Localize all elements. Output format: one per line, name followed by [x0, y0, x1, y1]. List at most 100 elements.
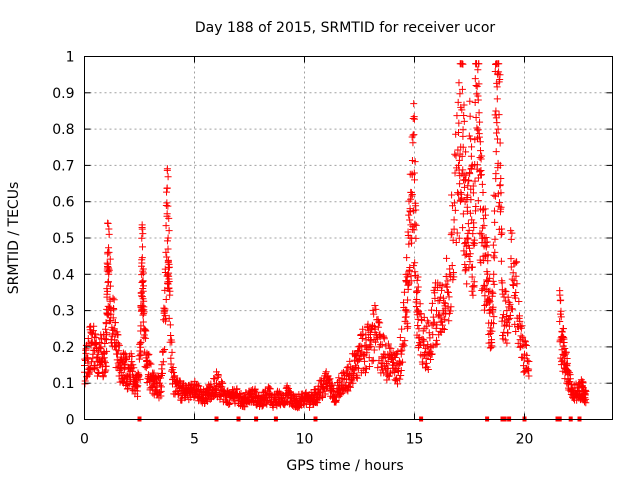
data-point: [405, 197, 413, 205]
data-point: [490, 252, 498, 260]
data-point: [109, 294, 117, 302]
data-point: [355, 364, 363, 372]
data-point: [422, 359, 430, 367]
data-point: [482, 243, 490, 251]
data-point: [468, 143, 476, 151]
data-point: [109, 314, 117, 322]
data-point: [166, 321, 174, 329]
data-point: [104, 278, 112, 286]
data-point: [405, 211, 413, 219]
data-point: [507, 263, 515, 271]
data-point: [433, 336, 440, 344]
data-point: [345, 382, 353, 390]
data-point: [509, 305, 517, 313]
data-point: [459, 126, 467, 134]
data-point: [168, 348, 176, 356]
data-point: [557, 313, 565, 321]
data-point: [472, 113, 480, 121]
data-point: [248, 390, 256, 398]
data-point: [384, 357, 392, 365]
data-point: [447, 231, 455, 239]
data-point: [404, 323, 412, 331]
data-point: [507, 255, 515, 263]
data-point: [368, 357, 376, 365]
data-point: [521, 338, 529, 346]
data-point: [409, 139, 417, 147]
y-tick-label: 0.8: [52, 122, 74, 138]
data-point: [104, 220, 112, 228]
data-point: [504, 316, 512, 324]
data-point: [165, 214, 173, 222]
data-point: [459, 210, 467, 218]
data-point: [455, 119, 463, 127]
data-point: [97, 343, 105, 351]
y-tick-labels: 0 0.1 0.2 0.3 0.4 0.5 0.6 0.7 0.8 0.9 1: [52, 50, 74, 429]
data-point: [177, 386, 185, 394]
data-point: [456, 180, 464, 188]
data-point: [517, 332, 525, 340]
data-point: [186, 390, 194, 398]
data-point: [457, 197, 465, 205]
data-point: [391, 369, 399, 377]
data-point: [100, 354, 108, 362]
data-point: [358, 335, 366, 343]
data-point: [440, 299, 448, 307]
data-point: [501, 336, 509, 344]
data-point: [490, 191, 498, 199]
data-point: [433, 307, 440, 315]
data-point: [485, 330, 493, 338]
data-point: [515, 298, 523, 306]
data-point: [105, 248, 113, 256]
data-point: [474, 66, 482, 74]
data-point: [446, 307, 454, 315]
data-point: [469, 189, 477, 197]
data-point: [496, 181, 504, 189]
data-point: [353, 352, 361, 359]
data-point: [443, 254, 451, 262]
data-point: [455, 79, 463, 87]
data-point: [137, 322, 145, 330]
data-point: [106, 255, 114, 263]
data-point: [503, 307, 511, 315]
data-point: [105, 230, 113, 238]
data-point: [199, 394, 207, 402]
data-point: [403, 308, 411, 316]
data-point: [458, 85, 466, 93]
data-point: [469, 291, 477, 299]
data-point: [482, 211, 490, 219]
data-point: [323, 379, 330, 387]
data-point: [465, 226, 473, 234]
data-point: [344, 387, 352, 395]
data-point: [416, 300, 424, 308]
data-point: [562, 348, 570, 356]
y-tick-label: 0.7: [52, 158, 74, 174]
data-point: [111, 319, 119, 327]
data-point: [102, 362, 110, 370]
data-point: [169, 368, 177, 376]
data-point: [493, 95, 501, 103]
data-point: [524, 357, 532, 365]
data-point: [106, 282, 114, 290]
data-point: [455, 128, 462, 136]
data-point: [512, 288, 520, 296]
data-point: [466, 112, 474, 120]
data-point: [498, 229, 506, 237]
data-point: [451, 206, 459, 214]
data-point: [252, 394, 260, 402]
data-point: [477, 171, 485, 179]
data-point: [165, 263, 173, 271]
data-point: [495, 111, 503, 119]
data-point: [491, 218, 499, 226]
data-point: [475, 60, 483, 68]
data-point: [394, 380, 402, 388]
data-point: [470, 278, 478, 286]
data-point: [513, 280, 521, 288]
data-point: [565, 379, 572, 387]
data-point: [385, 372, 393, 380]
data-point: [414, 322, 422, 330]
data-point: [479, 188, 487, 196]
data-point: [466, 258, 474, 266]
data-point: [556, 317, 564, 325]
data-point: [473, 161, 481, 169]
data-point: [346, 383, 354, 391]
